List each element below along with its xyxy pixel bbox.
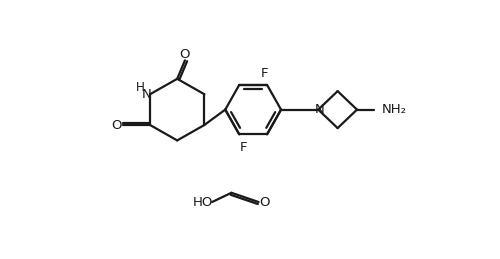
Text: N: N [142, 88, 152, 101]
Text: N: N [315, 103, 324, 116]
Text: HO: HO [192, 196, 213, 208]
Text: NH₂: NH₂ [382, 103, 406, 116]
Text: F: F [240, 141, 247, 154]
Text: O: O [112, 119, 122, 132]
Text: F: F [260, 67, 268, 80]
Text: O: O [180, 48, 190, 61]
Text: H: H [136, 81, 145, 94]
Text: O: O [260, 196, 270, 208]
